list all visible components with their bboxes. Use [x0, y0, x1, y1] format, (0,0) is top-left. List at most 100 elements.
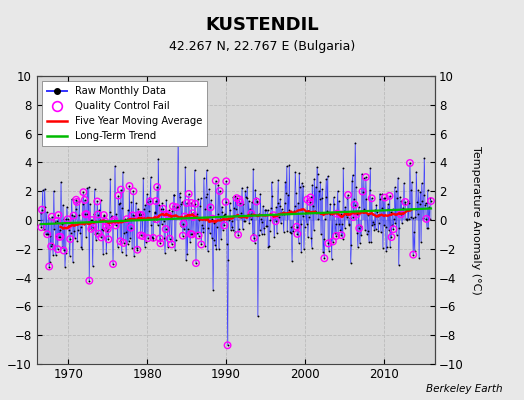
Point	[187, 231, 195, 237]
Point	[40, 186, 49, 192]
Point	[174, 130, 182, 136]
Point	[254, 232, 263, 239]
Point	[320, 255, 329, 262]
Point	[300, 246, 308, 252]
Point	[371, 206, 379, 213]
Point	[71, 206, 80, 212]
Point	[116, 238, 125, 244]
Point	[164, 212, 172, 218]
Text: KUSTENDIL: KUSTENDIL	[205, 16, 319, 34]
Point	[364, 212, 372, 218]
Point	[313, 171, 322, 177]
Point	[147, 222, 156, 228]
Point	[128, 212, 137, 218]
Point	[412, 206, 420, 212]
Point	[418, 180, 426, 186]
Point	[422, 216, 431, 222]
Point	[129, 188, 138, 194]
Point	[296, 184, 304, 191]
Point	[308, 182, 316, 188]
Point	[55, 234, 63, 240]
Point	[212, 178, 220, 184]
Point	[152, 216, 161, 222]
Point	[99, 251, 107, 258]
Point	[297, 221, 305, 227]
Point	[271, 218, 280, 224]
Point	[243, 184, 252, 190]
Point	[156, 240, 165, 246]
Point	[158, 221, 166, 228]
Point	[223, 342, 232, 348]
Point	[367, 239, 375, 245]
Point	[81, 197, 89, 203]
Point	[137, 212, 146, 218]
Point	[353, 211, 361, 218]
Point	[414, 187, 423, 194]
Point	[149, 235, 157, 241]
Point	[390, 184, 399, 191]
Point	[225, 200, 234, 207]
Point	[122, 252, 130, 258]
Point	[398, 220, 406, 226]
Point	[62, 216, 71, 222]
Point	[56, 234, 64, 240]
Point	[314, 215, 323, 222]
Point	[222, 199, 230, 205]
Point	[191, 200, 200, 207]
Point	[239, 201, 247, 207]
Point	[331, 230, 339, 236]
Point	[420, 192, 428, 198]
Point	[105, 222, 113, 228]
Y-axis label: Temperature Anomaly (°C): Temperature Anomaly (°C)	[471, 146, 481, 294]
Point	[393, 195, 401, 201]
Point	[276, 196, 285, 202]
Point	[300, 224, 309, 230]
Point	[127, 199, 136, 206]
Point	[384, 201, 392, 208]
Point	[160, 235, 169, 241]
Point	[208, 235, 216, 241]
Point	[200, 175, 208, 181]
Point	[320, 255, 329, 262]
Point	[200, 205, 209, 212]
Point	[81, 211, 90, 218]
Point	[55, 234, 63, 240]
Point	[262, 223, 270, 230]
Point	[210, 220, 219, 226]
Point	[367, 195, 376, 202]
Point	[150, 209, 159, 215]
Point	[170, 192, 179, 198]
Point	[243, 194, 251, 201]
Point	[362, 196, 370, 202]
Point	[38, 187, 47, 193]
Point	[64, 222, 72, 229]
Point	[53, 218, 61, 224]
Point	[124, 207, 133, 213]
Point	[87, 226, 95, 232]
Point	[285, 162, 293, 168]
Point	[136, 232, 145, 238]
Point	[352, 183, 360, 190]
Point	[282, 163, 291, 170]
Point	[235, 196, 244, 203]
Point	[362, 174, 370, 180]
Point	[395, 224, 403, 231]
Point	[355, 225, 364, 232]
Point	[166, 212, 174, 219]
Point	[189, 214, 198, 220]
Point	[332, 233, 341, 239]
Point	[241, 218, 249, 224]
Point	[194, 196, 202, 202]
Point	[46, 259, 54, 266]
Point	[288, 258, 296, 265]
Point	[151, 198, 160, 204]
Point	[59, 247, 68, 254]
Point	[53, 218, 61, 224]
Point	[280, 211, 288, 217]
Point	[77, 244, 85, 250]
Point	[146, 174, 155, 181]
Point	[108, 220, 116, 226]
Point	[105, 222, 113, 228]
Point	[67, 230, 75, 236]
Point	[66, 236, 74, 242]
